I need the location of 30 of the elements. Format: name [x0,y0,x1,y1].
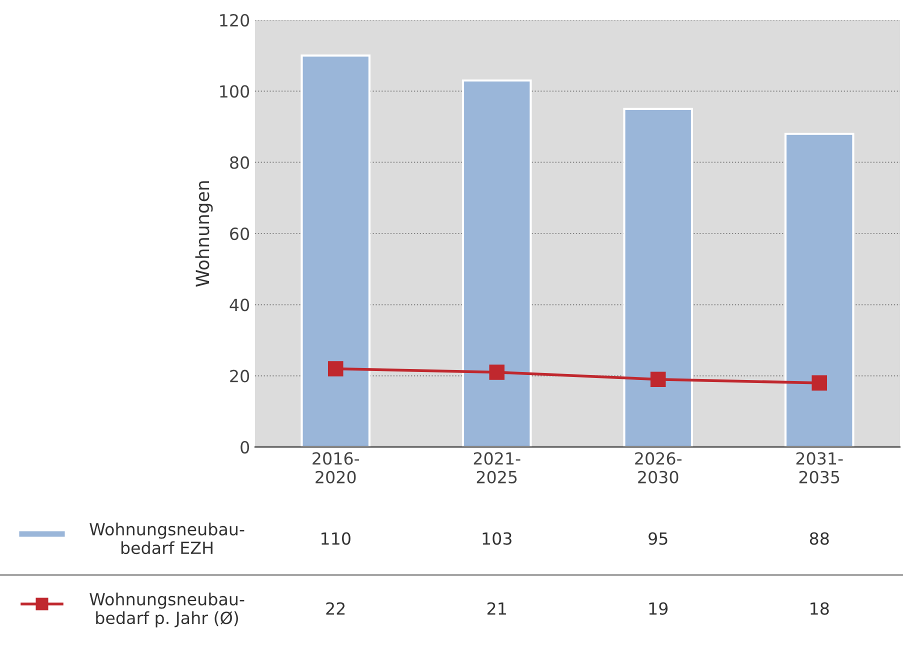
point [812,375,828,391]
bar [300,54,371,447]
y-axis-title: Wohnungen [195,181,213,287]
data-label: 21 [487,602,506,615]
x-tick-label: 2026- 2030 [635,452,682,484]
point [650,372,666,388]
data-label: 110 [322,532,350,545]
y-tick-label: 60 [230,227,250,240]
y-tick-label: 40 [230,298,250,312]
point [489,364,505,380]
y-tick-label: 80 [230,156,250,169]
data-label: 18 [810,602,829,615]
legend-label: Wohnungsneubau- bedarf EZH [90,522,244,554]
data-label: 22 [326,602,345,615]
x-tick-label: 2016- 2020 [312,452,360,484]
legend-label: Wohnungsneubau- bedarf p. Jahr (Ø) [90,592,244,628]
y-tick-label: 20 [230,370,250,382]
bar [623,108,694,447]
data-label: 19 [649,602,668,615]
y-tick-label: 120 [220,14,250,27]
x-tick-label: 2021- 2025 [474,452,520,484]
y-tick-label: 100 [220,85,250,98]
y-tick-label: 0 [240,440,250,454]
data-label: 95 [648,532,668,545]
data-label: 88 [810,532,829,545]
data-label: 103 [482,532,512,545]
x-tick-label: 2031- 2035 [796,452,843,484]
bar [784,132,854,447]
bar [462,79,532,447]
point [328,361,344,376]
